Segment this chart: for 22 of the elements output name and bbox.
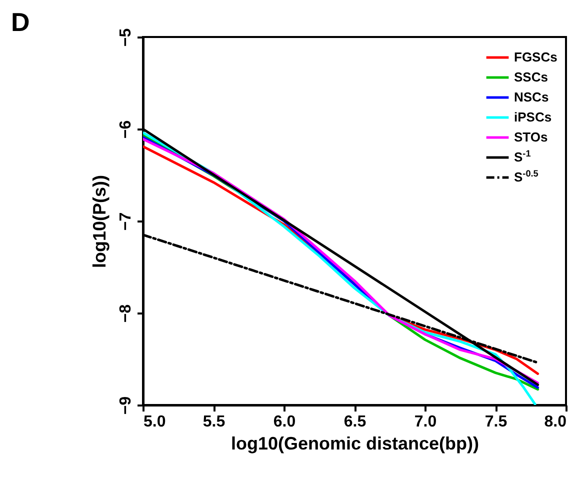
legend-label: iPSCs [514,110,552,124]
y-axis-title: log10(P(s)) [90,174,110,268]
legend-label: S$^{-0.5}$ [514,168,538,184]
x-tick-label: 5.0 [144,414,166,430]
legend-label: S$^{-1}$ [514,148,531,164]
x-tick-label: 8.0 [544,414,567,430]
legend-label: STOs [514,130,548,144]
y-tick-label: −9 [118,396,134,415]
legend-label: FGSCs [514,50,558,64]
x-tick-label: 5.5 [202,414,226,430]
x-tick-label: 6.5 [344,414,366,430]
legend-label: NSCs [514,90,549,104]
y-tick-label: −7 [118,212,134,231]
x-tick-label: 7.5 [484,414,508,430]
y-tick-label: −6 [118,120,134,139]
x-tick-label: 6.0 [273,414,296,430]
legend-label: SSCs [514,70,548,84]
x-axis-title: log10(Genomic distance(bp)) [230,434,480,454]
y-tick-label: −8 [118,304,134,323]
y-tick-label: −5 [118,28,134,47]
chart-title: D [11,6,30,37]
x-tick-label: 7.0 [414,414,437,430]
